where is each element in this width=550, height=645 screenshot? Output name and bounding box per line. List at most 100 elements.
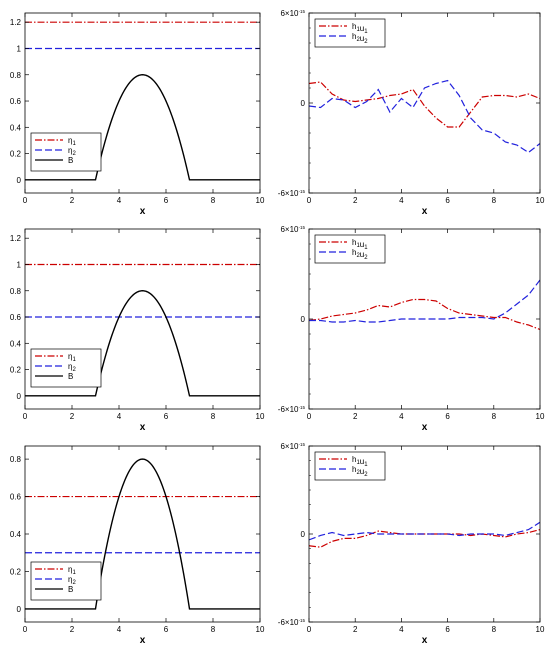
series-line-hu2 (309, 79, 540, 154)
x-tick-label: 10 (256, 625, 265, 634)
x-tick-label: 2 (353, 625, 358, 634)
legend-label-hu1: h1u1 (352, 22, 368, 35)
plot-area (309, 279, 540, 331)
y-tick-label: 1.2 (10, 18, 22, 27)
plot-area (309, 521, 540, 548)
legend-label-eta2: η2 (68, 575, 76, 586)
y-tick-label: 0.4 (10, 339, 22, 348)
x-tick-label: 4 (399, 412, 404, 421)
x-tick-label: 2 (70, 625, 75, 634)
y-tick-label: 0.2 (10, 567, 22, 576)
x-tick-label: 2 (70, 412, 75, 421)
x-tick-label: 2 (353, 412, 358, 421)
legend-box (30, 561, 102, 601)
y-tick-label: 1.2 (10, 234, 22, 243)
y-tick-label: 6×10-15 (280, 9, 305, 18)
legend-label-eta1: η1 (68, 136, 76, 147)
y-tick-label: 1 (17, 260, 22, 269)
x-tick-label: 8 (211, 412, 216, 421)
x-tick-label: 0 (23, 412, 28, 421)
y-tick-label: 0 (301, 99, 306, 108)
x-tick-label: 8 (492, 196, 497, 205)
x-tick-label: 6 (445, 625, 450, 634)
legend-box (314, 234, 386, 264)
legend-label-bottom: B (68, 372, 73, 381)
x-tick-label: 6 (445, 412, 450, 421)
y-tick-label: -6×10-15 (278, 618, 306, 627)
legend-label-bottom: B (68, 156, 73, 165)
y-tick-label: 1 (17, 44, 22, 53)
x-axis-label: x (422, 422, 428, 433)
series-line-bottom (25, 74, 260, 181)
x-tick-label: 8 (492, 412, 497, 421)
x-tick-label: 10 (536, 625, 545, 634)
x-axis-label: x (140, 635, 146, 645)
y-tick-label: 0.4 (10, 123, 22, 132)
series-line-hu1 (309, 298, 540, 331)
legend-box (30, 132, 102, 172)
x-axis-label: x (140, 206, 146, 217)
x-tick-label: 4 (399, 196, 404, 205)
x-tick-label: 0 (307, 412, 312, 421)
x-tick-label: 10 (536, 196, 545, 205)
y-tick-label: 0.2 (10, 150, 22, 159)
x-tick-label: 6 (164, 196, 169, 205)
plot-frame (24, 228, 261, 410)
y-tick-label: 0 (301, 315, 306, 324)
x-tick-label: 10 (256, 196, 265, 205)
legend-label-hu2: h2u2 (352, 32, 368, 45)
x-tick-label: 2 (353, 196, 358, 205)
x-tick-label: 8 (211, 625, 216, 634)
plot-area (309, 79, 540, 154)
x-tick-label: 2 (70, 196, 75, 205)
legend-label-eta2: η2 (68, 146, 76, 157)
y-tick-label: 0.4 (10, 530, 22, 539)
x-tick-label: 6 (164, 412, 169, 421)
legend-label-bottom: B (68, 585, 73, 594)
x-tick-label: 0 (307, 196, 312, 205)
plot-area (25, 458, 260, 610)
y-tick-label: 0.8 (10, 71, 22, 80)
x-tick-label: 0 (23, 196, 28, 205)
y-tick-label: 6×10-15 (280, 442, 305, 451)
y-tick-label: -6×10-15 (278, 189, 306, 198)
legend-label-hu2: h2u2 (352, 248, 368, 261)
x-axis-label: x (422, 206, 428, 217)
x-tick-label: 6 (164, 625, 169, 634)
y-tick-label: 0.2 (10, 366, 22, 375)
y-tick-label: 0 (17, 605, 22, 614)
legend-box (314, 18, 386, 48)
y-tick-label: 0.6 (10, 313, 22, 322)
y-tick-label: 0.8 (10, 287, 22, 296)
plot-area (25, 21, 260, 181)
legend-label-hu2: h2u2 (352, 465, 368, 478)
legend-box (30, 348, 102, 388)
plot-frame (24, 12, 261, 194)
legend-label-hu1: h1u1 (352, 455, 368, 468)
legend-box (314, 451, 386, 481)
legend-label-eta1: η1 (68, 352, 76, 363)
series-line-bottom (25, 458, 260, 610)
x-tick-label: 4 (117, 196, 122, 205)
y-tick-label: 0.8 (10, 455, 22, 464)
legend-label-hu1: h1u1 (352, 238, 368, 251)
y-tick-label: 0 (17, 176, 22, 185)
y-tick-label: 0 (17, 392, 22, 401)
x-tick-label: 4 (399, 625, 404, 634)
series-line-bottom (25, 290, 260, 397)
plot-area (25, 263, 260, 397)
x-tick-label: 8 (211, 196, 216, 205)
x-tick-label: 10 (536, 412, 545, 421)
x-tick-label: 4 (117, 625, 122, 634)
